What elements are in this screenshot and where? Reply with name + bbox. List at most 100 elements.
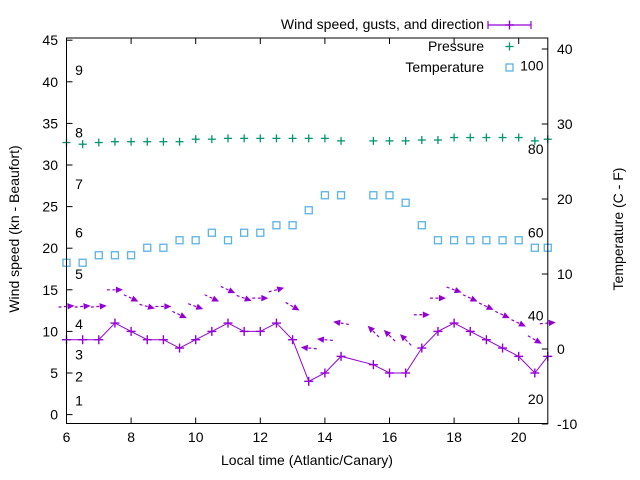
x-axis-title: Local time (Atlantic/Canary) (221, 452, 393, 468)
temperature-point (385, 191, 394, 200)
temperature-point (126, 251, 136, 260)
temperature-point (417, 221, 426, 230)
temperature-point (482, 236, 491, 245)
gust-arrow-head (261, 294, 269, 302)
temperature-point (401, 198, 410, 207)
temperature-point (449, 236, 459, 245)
gust-arrow-head (383, 329, 392, 338)
temperature-point (207, 228, 217, 237)
y-left-tick-label: 20 (42, 240, 58, 256)
y-left-tick-label: 35 (42, 115, 58, 131)
temperature-point (223, 236, 233, 245)
gust-arrow-head (291, 304, 300, 311)
y-right-tick-label: 10 (557, 266, 573, 282)
gust-arrow-tail (403, 337, 412, 346)
temperature-point (110, 251, 120, 260)
beaufort-scale-label: 5 (75, 266, 83, 282)
y-left-tick-label: 30 (42, 157, 58, 173)
gust-arrow-head (300, 344, 309, 352)
gust-arrow-tail (321, 338, 333, 342)
x-tick-label: 8 (127, 429, 135, 445)
x-tick-label: 14 (317, 429, 333, 445)
gust-arrow-tail (370, 328, 380, 338)
temperature-point (304, 206, 313, 215)
temperature-point (466, 236, 475, 245)
x-tick-label: 6 (63, 429, 71, 445)
gust-arrow-head (548, 319, 556, 327)
gust-arrow-tail (305, 347, 317, 350)
beaufort-scale-label: 8 (75, 125, 83, 141)
wind-speed-line (66, 322, 549, 383)
temperature-point (336, 191, 346, 200)
gust-arrow-tail (527, 335, 538, 342)
y-left-tick-label: 0 (50, 407, 58, 423)
temperature-point (78, 258, 87, 267)
temperature-point (191, 236, 200, 245)
gust-arrow-tail (58, 305, 70, 308)
y-left-tick-label: 45 (42, 32, 58, 48)
gust-arrow-head (534, 337, 542, 344)
y-axis-left-title: Wind speed (kn - Beaufort) (6, 145, 22, 313)
temperature-point (239, 228, 249, 237)
beaufort-scale-label: 4 (75, 316, 83, 332)
x-tick-label: 10 (188, 429, 204, 445)
gust-arrow-tail (236, 294, 248, 300)
temperature-point (256, 228, 265, 237)
temperature-point (94, 251, 103, 260)
gust-arrow-head (518, 320, 526, 327)
plot-border (66, 37, 549, 424)
gust-arrow-head (147, 303, 155, 310)
gust-arrow-tail (172, 310, 183, 317)
fahrenheit-scale-label: 80 (528, 141, 544, 157)
gust-arrow-head (502, 312, 510, 319)
temperature-point (320, 191, 330, 200)
y-left-tick-label: 10 (42, 323, 58, 339)
gust-arrow-head (211, 295, 220, 302)
gust-arrow-head (179, 312, 187, 319)
gust-arrow-tail (268, 288, 280, 293)
y-right-tick-label: 20 (557, 191, 573, 207)
gust-arrow-head (438, 294, 446, 302)
gust-arrow-head (367, 325, 375, 333)
y-left-tick-label: 5 (50, 365, 58, 381)
temperature-point (143, 243, 152, 252)
gust-arrow-tail (90, 305, 102, 308)
gust-arrow-head (83, 303, 91, 310)
gust-arrow-tail (446, 286, 458, 292)
gust-arrow-head (399, 334, 408, 342)
temperature-point (272, 221, 281, 230)
gust-arrow-head (130, 295, 139, 302)
beaufort-scale-label: 2 (75, 368, 83, 384)
temperature-point (530, 243, 539, 252)
beaufort-scale-label: 6 (75, 224, 83, 240)
gust-arrow-tail (386, 333, 396, 342)
gust-arrow-tail (74, 305, 86, 308)
gust-arrow-tail (220, 285, 231, 292)
y-left-tick-label: 40 (42, 74, 58, 90)
fahrenheit-scale-label: 100 (520, 58, 544, 74)
gust-arrow-head (195, 303, 204, 310)
gust-arrow-head (422, 311, 430, 318)
gust-arrow-tail (123, 294, 135, 300)
y-right-tick-label: 30 (557, 116, 573, 132)
legend-label-temperature: Temperature (405, 59, 484, 75)
gust-arrow-tail (337, 321, 350, 326)
gust-arrow-head (115, 286, 123, 293)
y-left-tick-label: 15 (42, 282, 58, 298)
gust-arrow-tail (495, 310, 506, 317)
fahrenheit-scale-label: 40 (528, 308, 544, 324)
fahrenheit-scale-label: 60 (528, 224, 544, 240)
gust-arrow-head (333, 319, 341, 327)
gust-arrow-head (99, 303, 107, 310)
x-tick-label: 18 (446, 429, 462, 445)
x-tick-label: 16 (382, 429, 398, 445)
gust-arrow-tail (478, 302, 490, 309)
beaufort-scale-label: 1 (75, 392, 83, 408)
y-axis-right-title: Temperature (C - F) (610, 167, 626, 291)
legend-label-pressure: Pressure (427, 38, 484, 54)
gust-arrow-head (243, 295, 252, 302)
temperature-point (433, 236, 443, 245)
gust-arrow-head (227, 287, 236, 294)
temperature-point (498, 236, 507, 245)
